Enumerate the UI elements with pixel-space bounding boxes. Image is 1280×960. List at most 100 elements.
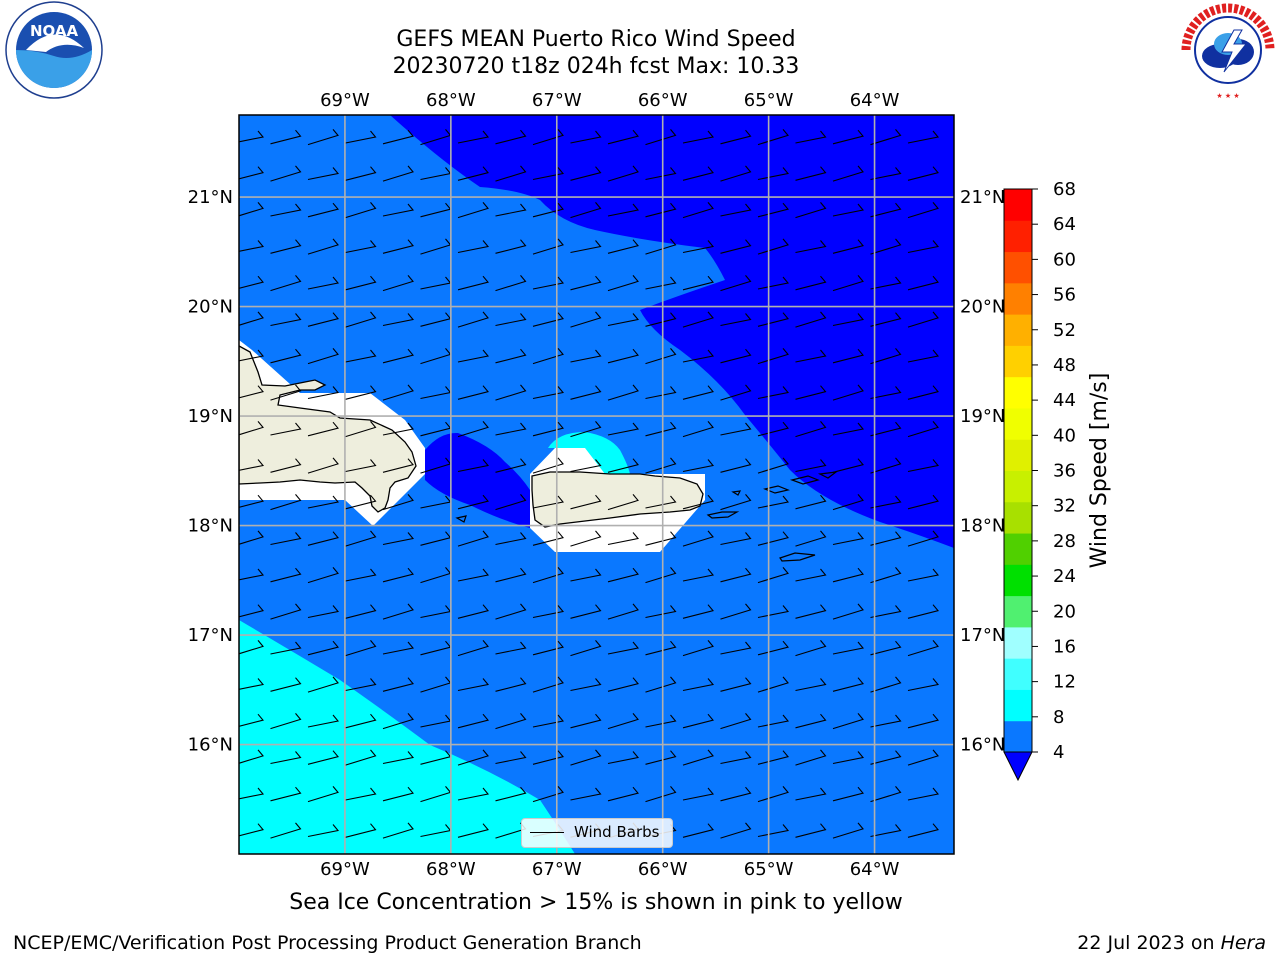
wind-barb [645,531,677,546]
wind-barb [720,822,752,839]
wind-barb [570,311,602,328]
wind-barb [682,166,714,181]
wind-barb [307,676,339,693]
wind-barb [239,240,265,252]
wind-barb [532,386,565,400]
wind-barb [720,422,752,436]
colorbar-segment [1004,282,1032,315]
wind-barb [532,714,565,728]
wind-barb [570,713,602,729]
wind-barb [239,166,264,180]
lat-tick-left: 19°N [188,406,233,427]
sea-ice-note: Sea Ice Concentration > 15% is shown in … [289,890,903,915]
wind-barb [495,384,527,401]
wind-barb [457,385,489,400]
wind-barb [907,713,939,729]
wind-barb [307,567,339,584]
wind-barb [270,494,302,511]
wind-barb [307,238,339,255]
wind-barb [907,385,939,400]
wind-barb [345,823,377,838]
wind-barb [532,238,564,255]
colorbar-label: 4 [1053,742,1064,763]
wind-barb [832,567,864,583]
wind-barb [239,385,264,399]
wind-barb [345,240,377,254]
wind-barb [570,604,602,619]
legend-line-icon [530,832,564,834]
lat-tick-left: 20°N [188,297,233,318]
wind-barb [607,239,639,254]
wind-barb [795,349,827,363]
wind-barb [570,130,602,144]
wind-barb [382,494,414,511]
wind-barb [270,203,302,217]
wind-barb [607,422,640,436]
wind-barb [457,275,489,291]
wind-barb [382,677,414,692]
wind-barb [345,166,377,181]
wind-barb [645,605,677,619]
wind-barb [495,313,527,327]
wind-barb [270,713,302,730]
wind-barb [720,203,752,217]
wind-barb [307,786,339,803]
wind-barb [382,822,414,839]
wind-barb [907,640,939,657]
wind-barb [795,530,827,547]
wind-barb [457,459,490,473]
wind-barb [307,129,339,146]
wind-barb [382,384,414,401]
wind-barb [607,129,639,145]
wind-barb [239,530,264,545]
wind-barb [682,130,715,144]
wind-barb [270,786,302,802]
wind-barbs-legend: Wind Barbs [521,818,673,848]
wind-barb [270,129,302,145]
wind-barb [307,750,339,765]
wind-barb [870,605,902,619]
colorbar-segment [1004,189,1032,221]
wind-barb [832,494,864,511]
colorbar-label: 12 [1053,672,1076,693]
wind-barb [382,203,415,217]
colorbar-segment [1004,314,1032,346]
wind-barb [795,311,827,328]
footer-branch: NCEP/EMC/Verification Post Processing Pr… [13,932,642,954]
wind-barbs [239,129,940,839]
wind-barb [532,312,564,327]
wind-barb [682,494,714,510]
wind-barb [457,678,490,692]
lon-tick-bottom: 68°W [426,859,476,880]
land-hispaniola [239,345,417,513]
wind-barb [532,202,564,218]
wind-barb [239,568,265,581]
wind-barb [495,641,527,655]
wind-barb [832,641,865,655]
wind-barb [495,567,527,583]
colorbar-segment [1004,220,1032,253]
wind-barb [682,202,714,219]
wind-barb [457,568,490,582]
wind-barb [907,275,939,291]
wind-barb [907,749,939,766]
wind-barb [382,239,414,254]
wind-barb [239,823,264,837]
wind-barb [907,202,939,219]
wind-barb [607,713,639,730]
wind-barb [795,749,827,766]
wind-barb [720,532,752,546]
wind-barb [870,129,902,146]
wind-barb [382,603,414,620]
wind-barb [345,202,377,219]
wind-barb [345,678,377,692]
wind-barb [870,202,902,218]
wind-barb [382,567,414,583]
wind-barb [832,603,864,620]
wind-barb [870,640,902,656]
wind-barb [795,202,827,219]
map-tick-labels: 69°W 69°W 68°W 68°W 67°W 67°W 66°W 66°W 65°W 65°W… [188,90,1006,880]
wind-barb [832,677,864,692]
wind-barb [645,676,677,693]
wind-barb [532,276,565,290]
